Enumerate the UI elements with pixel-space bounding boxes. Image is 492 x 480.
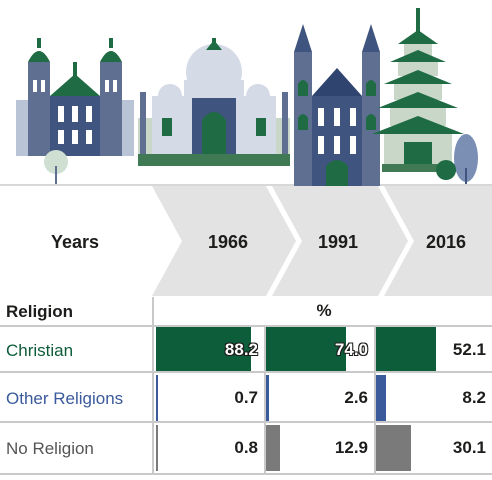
value-cell-other-religions-1966: 0.7 <box>156 375 264 421</box>
value-cell-other-religions-1991: 2.6 <box>266 375 374 421</box>
table-divider <box>0 421 492 423</box>
table-row-no-religion: No Religion 0.8 12.9 30.1 <box>0 425 492 471</box>
value-label-other-religions-1991: 2.6 <box>344 388 368 407</box>
years-header-band <box>0 186 492 296</box>
bar-no-religion-1991 <box>266 425 280 471</box>
row-label-other-religions: Other Religions <box>6 388 124 408</box>
row-label-no-religion: No Religion <box>6 438 94 458</box>
value-label-no-religion-1966: 0.8 <box>234 438 258 457</box>
value-cell-christian-1991: 74.0 <box>266 327 374 373</box>
bar-other-religions-2016 <box>376 375 386 421</box>
value-cell-no-religion-2016: 30.1 <box>376 425 492 471</box>
domed-temple-icon <box>138 38 290 166</box>
bar-christian-1966 <box>156 327 252 373</box>
value-label-christian-1966: 88.2 <box>224 340 258 359</box>
years-label: Years <box>50 232 100 252</box>
table-divider <box>0 325 492 327</box>
year-1991: 1991 <box>317 232 359 252</box>
value-cell-no-religion-1991: 12.9 <box>266 425 374 471</box>
bar-christian-2016 <box>376 327 437 373</box>
column-divider <box>264 325 266 475</box>
column-divider <box>152 297 154 475</box>
value-label-other-religions-1966: 0.7 <box>234 388 258 407</box>
unit-header: % <box>316 301 332 320</box>
value-cell-christian-2016: 52.1 <box>376 327 492 373</box>
row-label-christian: Christian <box>6 340 74 360</box>
religious-buildings-illustration <box>0 8 492 186</box>
bar-other-religions-1966 <box>156 375 158 421</box>
bar-no-religion-2016 <box>376 425 411 471</box>
value-label-christian-2016: 52.1 <box>452 340 486 359</box>
value-label-christian-1991: 74.0 <box>334 340 368 359</box>
table-divider <box>0 371 492 373</box>
religion-header: Religion <box>6 301 74 321</box>
tree-icon <box>436 134 478 184</box>
value-label-no-religion-1991: 12.9 <box>334 438 368 457</box>
year-1966: 1966 <box>207 232 249 252</box>
column-divider <box>374 325 376 475</box>
table-divider <box>0 473 492 475</box>
value-cell-christian-1966: 88.2 <box>156 327 264 373</box>
table-row-christian: Christian 88.2 74.0 52.1 <box>0 327 492 373</box>
bar-christian-1991 <box>266 327 346 373</box>
value-cell-no-religion-1966: 0.8 <box>156 425 264 471</box>
cathedral-icon <box>294 24 380 186</box>
pagoda-icon <box>372 8 464 172</box>
church-towers-icon <box>16 38 134 184</box>
table-header-row: Religion % <box>0 297 492 325</box>
year-2016: 2016 <box>425 232 467 252</box>
table-row-other-religions: Other Religions 0.7 2.6 8.2 <box>0 375 492 421</box>
bar-other-religions-1991 <box>266 375 269 421</box>
value-cell-other-religions-2016: 8.2 <box>376 375 492 421</box>
value-label-other-religions-2016: 8.2 <box>462 388 486 407</box>
value-label-no-religion-2016: 30.1 <box>452 438 486 457</box>
bar-no-religion-1966 <box>156 425 158 471</box>
